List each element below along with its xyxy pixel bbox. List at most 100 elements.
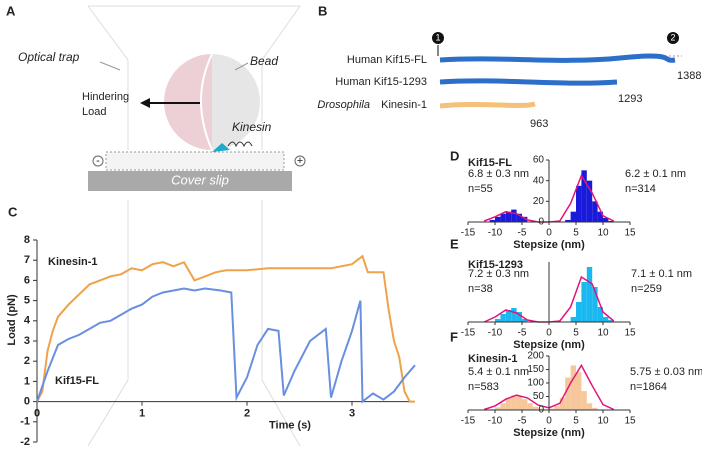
bar bbox=[500, 403, 506, 410]
bar bbox=[522, 319, 528, 322]
y-tick-label: 7 bbox=[24, 254, 30, 266]
x-tick-label: 0 bbox=[546, 416, 552, 427]
x-tick-label: 10 bbox=[597, 416, 609, 427]
panel-letter: C bbox=[8, 204, 18, 219]
bar bbox=[511, 308, 517, 322]
minus-marker bbox=[92, 155, 104, 167]
y-tick-label: 0 bbox=[538, 405, 544, 416]
bar bbox=[495, 407, 501, 410]
bar bbox=[495, 216, 501, 222]
kinesin-label: Kinesin bbox=[232, 120, 272, 134]
trap-outline bbox=[261, 5, 301, 150]
panel-letter: A bbox=[6, 3, 16, 18]
length-label: 1293 bbox=[618, 93, 642, 105]
chart-title: Kif15-FL bbox=[468, 157, 512, 169]
y-tick-label: 100 bbox=[527, 378, 544, 389]
trace bbox=[36, 254, 415, 403]
x-tick-label: 0 bbox=[34, 408, 40, 420]
bar bbox=[511, 209, 517, 222]
x-tick-label: 0 bbox=[546, 228, 552, 239]
kinesin-head bbox=[212, 143, 230, 152]
length-label: 1388 bbox=[677, 70, 701, 82]
bar bbox=[576, 185, 582, 222]
bar bbox=[522, 216, 528, 222]
trap-outline bbox=[87, 5, 300, 150]
trap-outline bbox=[87, 200, 301, 447]
chart-title: Kif15-1293 bbox=[468, 259, 523, 271]
bar bbox=[500, 213, 506, 222]
cover-slip bbox=[88, 171, 292, 191]
stat-label: 5.75 ± 0.03 nm bbox=[630, 366, 702, 378]
bar bbox=[581, 170, 587, 222]
bar bbox=[565, 377, 571, 410]
domain-marker bbox=[667, 32, 679, 44]
stat-label: n=38 bbox=[468, 283, 493, 295]
bar bbox=[554, 405, 560, 410]
series-label: Kinesin-1 bbox=[48, 256, 98, 268]
trap-label: Optical trap bbox=[18, 50, 80, 64]
y-tick-label: 0 bbox=[24, 396, 30, 408]
bar bbox=[603, 217, 609, 222]
x-tick-label: 10 bbox=[597, 228, 609, 239]
y-tick-label: 150 bbox=[527, 364, 544, 375]
x-tick-label: -10 bbox=[488, 328, 503, 339]
construct-label: Human Kif15-1293 bbox=[335, 76, 427, 88]
bar bbox=[592, 287, 598, 322]
y-tick-label: -1 bbox=[20, 416, 30, 428]
y-tick-label: 8 bbox=[24, 234, 30, 246]
panel-letter: F bbox=[450, 329, 458, 344]
y-tick-label: 5 bbox=[24, 295, 30, 307]
bar bbox=[522, 399, 528, 410]
cover-slip-label: Cover slip bbox=[171, 172, 229, 187]
x-tick-label: 5 bbox=[573, 328, 579, 339]
domain-marker-label: 1 bbox=[435, 32, 440, 42]
plus-label: + bbox=[297, 155, 303, 167]
bead-right bbox=[212, 54, 260, 150]
bar bbox=[603, 317, 609, 322]
y-tick-label: 0 bbox=[538, 217, 544, 228]
domain-marker bbox=[432, 32, 444, 44]
x-tick-label: -15 bbox=[461, 328, 476, 339]
stat-label: n=55 bbox=[468, 183, 493, 195]
length-label: 963 bbox=[530, 118, 548, 130]
bar bbox=[581, 282, 587, 322]
bar bbox=[516, 213, 522, 222]
domain-marker-label: 2 bbox=[670, 32, 675, 42]
y-tick-label: 200 bbox=[527, 351, 544, 362]
x-tick-label: 15 bbox=[624, 328, 636, 339]
panel-letter: E bbox=[450, 236, 459, 251]
stat-label: n=1864 bbox=[630, 381, 667, 393]
bar bbox=[597, 307, 603, 322]
y-tick-label: -2 bbox=[20, 436, 30, 448]
x-tick-label: -5 bbox=[518, 328, 527, 339]
y-axis-label: Load (pN) bbox=[6, 294, 18, 346]
bar bbox=[586, 403, 593, 410]
y-tick-label: 2 bbox=[24, 355, 30, 367]
stat-label: 6.8 ± 0.3 nm bbox=[468, 168, 529, 180]
y-tick-label: 3 bbox=[24, 335, 30, 347]
y-tick-label: 4 bbox=[24, 315, 31, 327]
bar bbox=[500, 314, 506, 322]
bar bbox=[505, 397, 512, 410]
bar bbox=[527, 403, 533, 410]
y-tick-label: 50 bbox=[533, 391, 545, 402]
x-tick-label: -15 bbox=[461, 228, 476, 239]
bar bbox=[570, 317, 576, 322]
bar bbox=[495, 319, 501, 322]
load-label: Hindering bbox=[82, 91, 129, 103]
bar bbox=[538, 408, 544, 410]
kif15-1293 bbox=[439, 78, 618, 86]
leader bbox=[234, 62, 249, 71]
bar bbox=[608, 220, 614, 222]
x-axis-label: Stepsize (nm) bbox=[513, 239, 585, 251]
x-tick-label: 0 bbox=[546, 328, 552, 339]
x-axis-label: Stepsize (nm) bbox=[513, 427, 585, 439]
x-tick-label: -10 bbox=[488, 416, 503, 427]
bar bbox=[489, 219, 495, 222]
bar bbox=[592, 201, 598, 222]
series-label: Kif15-FL bbox=[55, 375, 99, 387]
x-tick-label: -10 bbox=[488, 228, 503, 239]
plus-marker bbox=[294, 155, 306, 167]
bar bbox=[505, 211, 512, 222]
panel-letter: B bbox=[318, 3, 327, 18]
